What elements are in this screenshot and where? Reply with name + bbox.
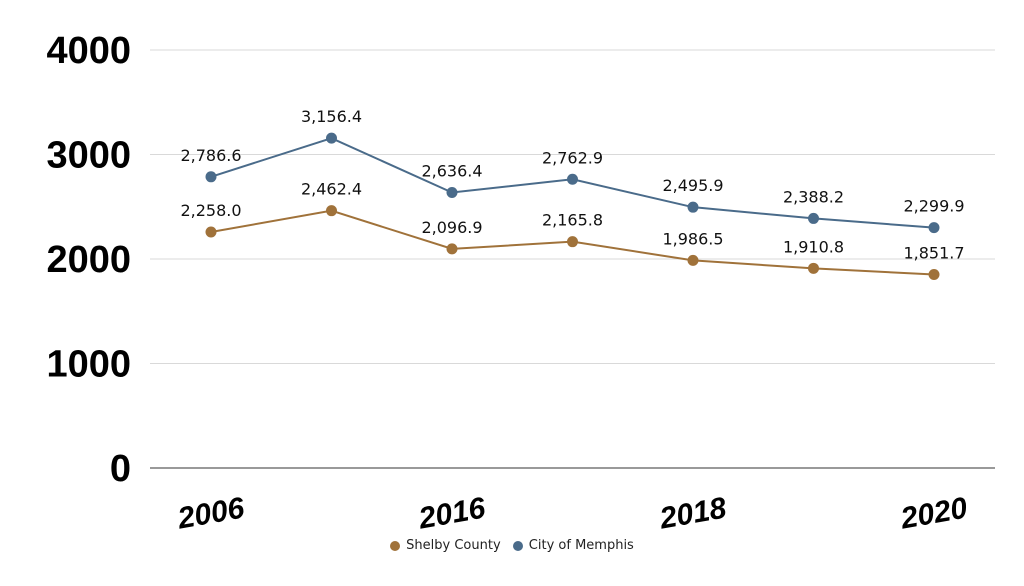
data-label-shelby-county: 2,258.0	[180, 201, 241, 220]
y-tick-label: 0	[110, 448, 131, 490]
data-point-city-of-memphis	[205, 171, 217, 183]
legend-label-shelby-county: Shelby County	[406, 538, 501, 553]
y-tick-label: 4000	[46, 30, 131, 72]
data-label-shelby-county: 1,851.7	[903, 243, 964, 262]
y-tick-label: 1000	[46, 344, 131, 386]
data-label-shelby-county: 2,462.4	[301, 180, 362, 199]
data-point-shelby-county	[205, 226, 217, 238]
data-label-city-of-memphis: 2,299.9	[903, 197, 964, 216]
data-point-city-of-memphis	[446, 186, 458, 198]
data-label-city-of-memphis: 2,388.2	[783, 187, 844, 206]
data-point-shelby-county	[326, 205, 337, 217]
data-label-city-of-memphis: 2,762.9	[542, 148, 603, 167]
legend-item-city-of-memphis: City of Memphis	[512, 538, 634, 553]
data-label-shelby-county: 2,165.8	[542, 211, 603, 230]
data-point-city-of-memphis	[567, 173, 578, 185]
data-point-city-of-memphis	[928, 222, 940, 234]
x-tick-label: 2018	[656, 491, 729, 535]
data-point-shelby-county	[928, 268, 940, 280]
data-label-shelby-county: 1,986.5	[662, 229, 723, 248]
legend-swatch-city-of-memphis	[512, 540, 523, 551]
data-point-shelby-county	[687, 254, 699, 266]
data-label-city-of-memphis: 2,786.6	[180, 146, 241, 165]
data-point-shelby-county	[446, 243, 458, 255]
x-tick-label: 2020	[897, 491, 970, 535]
data-label-city-of-memphis: 2,636.4	[421, 161, 482, 180]
data-point-city-of-memphis	[687, 201, 699, 213]
data-point-city-of-memphis	[326, 132, 337, 144]
x-tick-label: 2016	[415, 491, 488, 535]
data-label-city-of-memphis: 3,156.4	[301, 107, 362, 126]
data-point-shelby-county	[808, 262, 819, 274]
x-tick-label: 2006	[174, 491, 247, 535]
data-point-shelby-county	[567, 236, 578, 248]
data-label-shelby-county: 1,910.8	[783, 237, 844, 256]
legend-label-city-of-memphis: City of Memphis	[528, 538, 634, 553]
data-label-shelby-county: 2,096.9	[421, 218, 482, 237]
data-point-city-of-memphis	[808, 212, 819, 224]
y-tick-label: 3000	[46, 135, 131, 177]
legend-item-shelby-county: Shelby County	[390, 538, 501, 553]
data-label-city-of-memphis: 2,495.9	[662, 176, 723, 195]
y-tick-label: 2000	[46, 239, 131, 281]
legend: Shelby County City of Memphis	[0, 538, 1024, 555]
legend-swatch-shelby-county	[390, 540, 401, 551]
